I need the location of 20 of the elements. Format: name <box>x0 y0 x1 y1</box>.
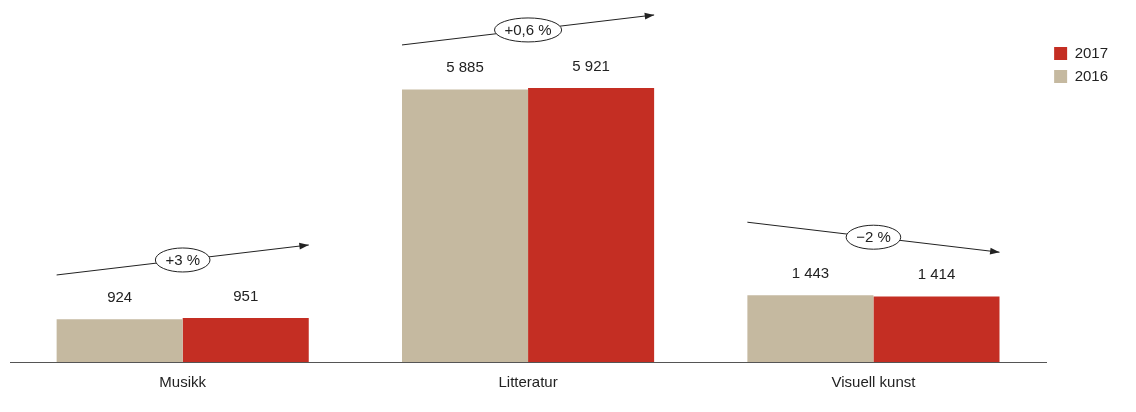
text: +0,6 % <box>504 21 552 39</box>
data-label: 1 414 <box>917 265 956 283</box>
data-label: 924 <box>107 287 133 305</box>
bar <box>747 295 874 362</box>
x-tick-label: Litteratur <box>498 373 558 391</box>
bar <box>873 296 1000 362</box>
bar <box>182 317 309 362</box>
data-label: 5 885 <box>446 58 484 76</box>
annotation: +3 % <box>165 251 200 269</box>
annotation: −2 % <box>856 228 891 246</box>
bar <box>528 87 655 362</box>
x-tick-label: Musikk <box>159 373 207 391</box>
data-label: 5 921 <box>572 56 610 74</box>
data-label: 1 443 <box>791 263 830 281</box>
legend-label: 2017 <box>1074 43 1109 61</box>
bar <box>56 319 183 362</box>
legend-label: 2016 <box>1074 66 1109 84</box>
data-label: 951 <box>233 286 259 304</box>
x-tick-label: Visuell kunst <box>831 373 917 391</box>
bar <box>402 89 529 362</box>
